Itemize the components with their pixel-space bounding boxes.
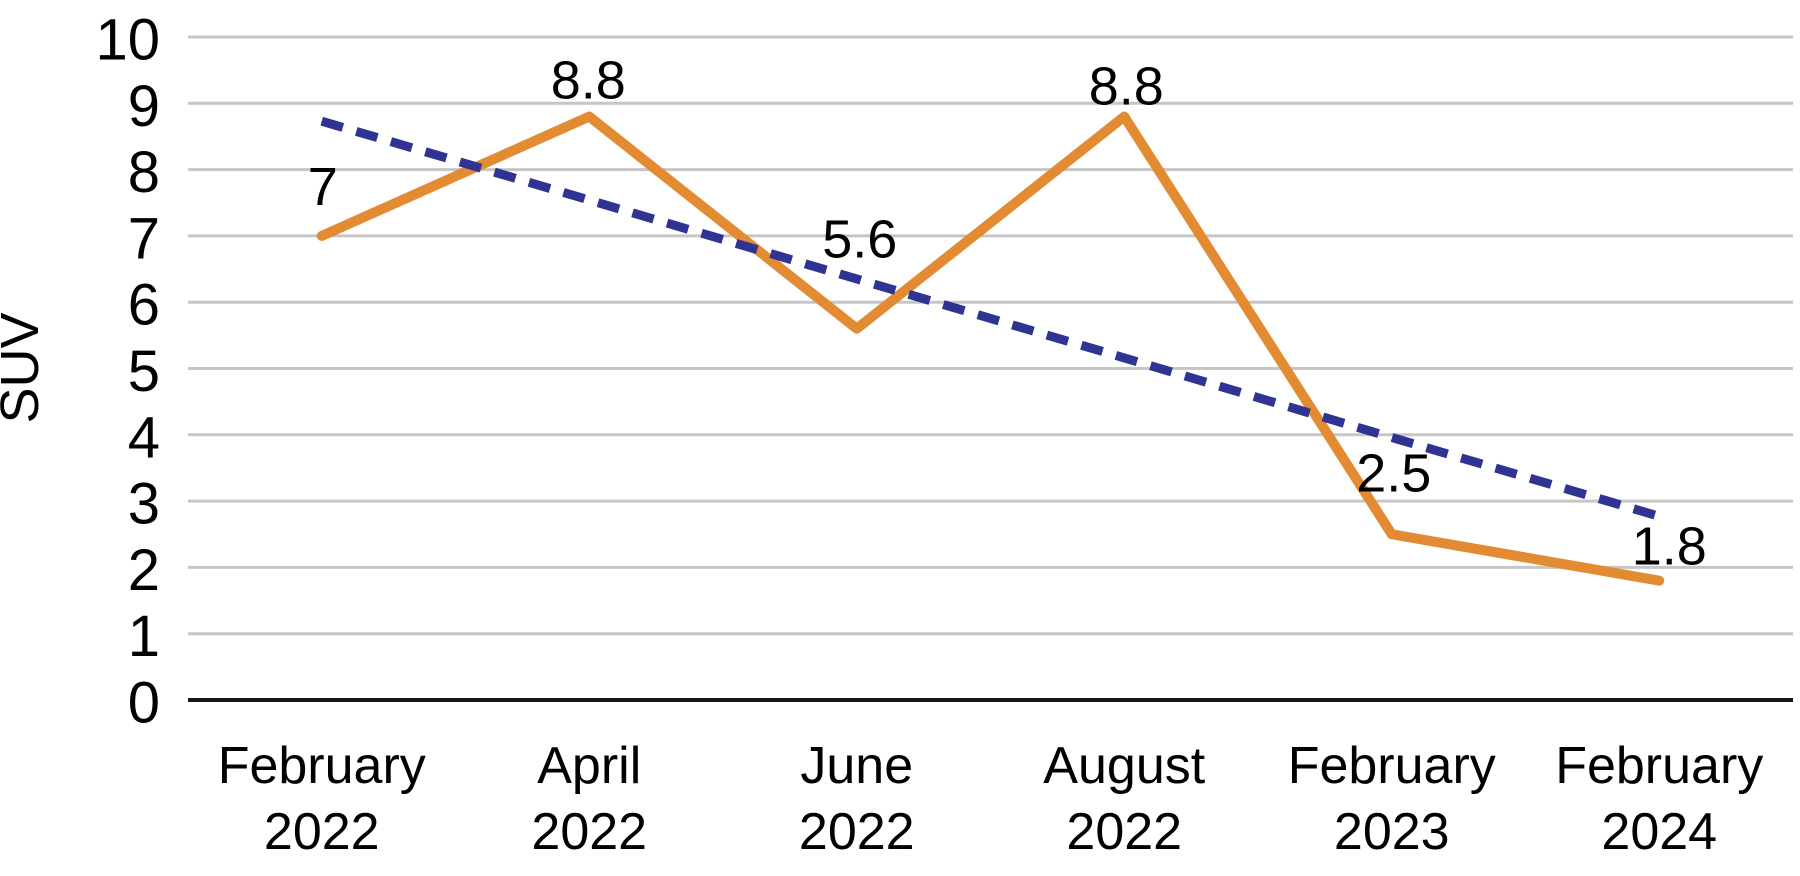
x-category-label: February 2023 xyxy=(1288,737,1496,861)
data-label: 5.6 xyxy=(822,210,897,270)
y-tick-label: 0 xyxy=(128,671,160,736)
x-category-label: April 2022 xyxy=(531,737,647,861)
data-label: 8.8 xyxy=(551,51,626,111)
y-axis-title: SUV xyxy=(0,312,50,423)
y-tick-label: 7 xyxy=(128,206,160,271)
y-tick-label: 8 xyxy=(128,140,160,205)
data-label: 7 xyxy=(308,157,338,217)
series-line-solid xyxy=(316,111,1665,586)
y-tick-label: 9 xyxy=(128,74,160,139)
x-category-label: February 2024 xyxy=(1555,737,1763,861)
gridlines xyxy=(188,35,1793,702)
data-label: 2.5 xyxy=(1356,443,1431,503)
series-line-dashed xyxy=(320,116,1661,521)
y-tick-label: 10 xyxy=(95,8,160,73)
x-category-label: June 2022 xyxy=(799,737,915,861)
data-label: 8.8 xyxy=(1089,57,1164,117)
y-tick-label: 1 xyxy=(128,604,160,669)
y-tick-label: 3 xyxy=(128,472,160,537)
series-lines xyxy=(316,111,1665,586)
y-tick-label: 2 xyxy=(128,538,160,603)
x-category-label: August 2022 xyxy=(1043,737,1205,861)
y-tick-label: 5 xyxy=(128,339,160,404)
y-tick-label: 4 xyxy=(128,405,160,470)
y-tick-label: 6 xyxy=(128,273,160,338)
x-axis-category-labels: February 2022 April 2022 June 2022 August 2022 F… xyxy=(218,737,1764,861)
data-label: 1.8 xyxy=(1632,517,1707,577)
data-labels: 7 8.8 5.6 8.8 2.5 1.8 xyxy=(308,51,1707,577)
x-category-label: February 2022 xyxy=(218,737,426,861)
